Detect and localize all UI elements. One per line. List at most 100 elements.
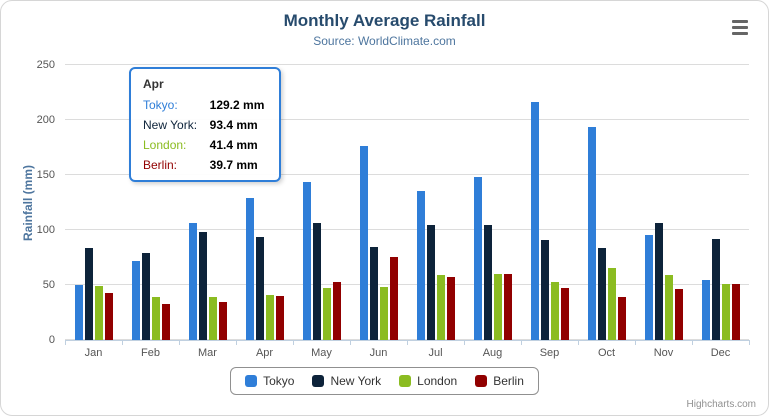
bar-tokyo-apr[interactable] <box>245 197 254 340</box>
legend: Tokyo New York London Berlin <box>1 367 768 395</box>
x-axis-tick <box>578 340 579 345</box>
tooltip-series-value: 93.4 mm <box>209 118 258 132</box>
y-axis-tick-label: 250 <box>36 59 55 71</box>
gridline <box>65 174 749 175</box>
bar-new-york-may[interactable] <box>312 223 321 340</box>
legend-box: Tokyo New York London Berlin <box>230 367 539 395</box>
x-axis-label-mar: Mar <box>198 347 217 359</box>
bar-tokyo-aug[interactable] <box>473 176 482 340</box>
x-axis-tick <box>464 340 465 345</box>
bar-group-oct <box>578 66 635 340</box>
bar-group-jan <box>65 66 122 340</box>
credits-link[interactable]: Highcharts.com <box>686 399 756 410</box>
bar-tokyo-jan[interactable] <box>74 285 83 340</box>
bar-berlin-jun[interactable] <box>389 256 398 340</box>
hamburger-menu-icon <box>732 19 748 35</box>
bar-group-nov <box>635 66 692 340</box>
bar-tokyo-mar[interactable] <box>188 223 197 340</box>
x-axis-label-aug: Aug <box>482 347 503 359</box>
x-axis-tick <box>692 340 693 345</box>
bar-new-york-oct[interactable] <box>597 248 606 340</box>
bar-berlin-aug[interactable] <box>503 273 512 340</box>
bar-berlin-dec[interactable] <box>731 283 740 340</box>
bar-london-may[interactable] <box>322 288 331 340</box>
legend-label: London <box>417 374 458 388</box>
bar-london-dec[interactable] <box>721 283 730 340</box>
tooltip: Apr Tokyo: 129.2 mm New York: 93.4 mm London… <box>129 67 281 182</box>
bar-tokyo-oct[interactable] <box>587 126 596 340</box>
legend-swatch <box>399 375 412 387</box>
legend-label: Berlin <box>493 374 524 388</box>
bar-groups <box>65 66 749 340</box>
bar-berlin-nov[interactable] <box>674 288 683 340</box>
bar-london-jun[interactable] <box>379 286 388 340</box>
export-menu-button[interactable] <box>728 17 752 37</box>
bar-new-york-nov[interactable] <box>654 222 663 340</box>
x-axis-label-nov: Nov <box>653 347 674 359</box>
hamburger-line <box>732 19 748 23</box>
bar-berlin-oct[interactable] <box>617 297 626 340</box>
bar-london-jan[interactable] <box>94 286 103 340</box>
tooltip-series-name: Tokyo: <box>143 98 178 112</box>
gridline <box>65 229 749 230</box>
bar-tokyo-jul[interactable] <box>416 190 425 340</box>
bar-new-york-sep[interactable] <box>540 239 549 340</box>
bar-london-mar[interactable] <box>208 296 217 340</box>
tooltip-body: Tokyo: 129.2 mm New York: 93.4 mm London: 41.… <box>143 98 267 172</box>
legend-item-tokyo[interactable]: Tokyo <box>245 374 294 388</box>
bar-new-york-jul[interactable] <box>426 224 435 340</box>
legend-item-new-york[interactable]: New York <box>312 374 381 388</box>
bar-group-mar <box>179 66 236 340</box>
gridline <box>65 119 749 120</box>
x-axis-tick <box>236 340 237 345</box>
tooltip-header: Apr <box>143 77 164 91</box>
bar-london-apr[interactable] <box>265 294 274 340</box>
bar-berlin-jul[interactable] <box>446 276 455 340</box>
bar-london-aug[interactable] <box>493 274 502 340</box>
bar-berlin-may[interactable] <box>332 282 341 340</box>
bar-london-nov[interactable] <box>664 274 673 340</box>
bar-new-york-mar[interactable] <box>198 231 207 340</box>
tooltip-series-name: Berlin: <box>143 158 178 172</box>
legend-swatch <box>475 375 488 387</box>
bar-group-may <box>293 66 350 340</box>
bar-tokyo-jun[interactable] <box>359 146 368 340</box>
bar-london-feb[interactable] <box>151 297 160 340</box>
chart-title: Monthly Average Rainfall <box>283 11 486 30</box>
bar-london-oct[interactable] <box>607 268 616 340</box>
bar-new-york-jan[interactable] <box>84 248 93 340</box>
bar-berlin-feb[interactable] <box>161 303 170 340</box>
bar-group-dec <box>692 66 749 340</box>
bar-new-york-feb[interactable] <box>141 253 150 340</box>
chart-subtitle: Source: WorldClimate.com <box>313 34 456 48</box>
bar-berlin-apr[interactable] <box>275 296 284 340</box>
bar-berlin-sep[interactable] <box>560 287 569 340</box>
x-axis-labels: Jan Feb Mar Apr May Jun Jul Aug Sep Oct Nov Dec <box>65 347 749 359</box>
bar-tokyo-sep[interactable] <box>530 102 539 340</box>
bar-group-jun <box>350 66 407 340</box>
bar-new-york-apr[interactable] <box>255 237 264 340</box>
legend-item-berlin[interactable]: Berlin <box>475 374 524 388</box>
bar-group-jul <box>407 66 464 340</box>
bar-london-jul[interactable] <box>436 275 445 340</box>
hamburger-line <box>732 31 748 35</box>
bar-tokyo-nov[interactable] <box>644 234 653 340</box>
bar-new-york-jun[interactable] <box>369 247 378 340</box>
legend-label: New York <box>330 374 382 388</box>
bar-tokyo-feb[interactable] <box>131 261 140 340</box>
hamburger-line <box>732 25 748 29</box>
bar-london-sep[interactable] <box>550 282 559 340</box>
bar-tokyo-may[interactable] <box>302 181 311 340</box>
bar-new-york-aug[interactable] <box>483 225 492 340</box>
bar-berlin-jan[interactable] <box>104 293 113 340</box>
x-axis-label-jan: Jan <box>84 347 103 359</box>
x-axis-tick <box>521 340 522 345</box>
gridline <box>65 284 749 285</box>
bar-tokyo-dec[interactable] <box>701 280 710 340</box>
x-axis-tick <box>293 340 294 345</box>
legend-item-london[interactable]: London <box>399 374 457 388</box>
legend-swatch <box>312 375 325 387</box>
bar-berlin-mar[interactable] <box>218 302 227 340</box>
bar-new-york-dec[interactable] <box>711 238 720 340</box>
